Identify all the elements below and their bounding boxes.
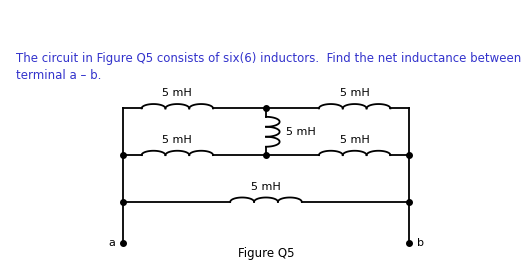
Text: 5 mH: 5 mH (340, 135, 370, 145)
Text: The circuit in Figure Q5 consists of six(6) inductors.  Find the net inductance : The circuit in Figure Q5 consists of six… (16, 52, 521, 82)
Text: a: a (109, 238, 115, 248)
Text: Figure Q5: Figure Q5 (238, 247, 294, 260)
Text: 5 mH: 5 mH (162, 88, 192, 98)
Text: 5 mH: 5 mH (340, 88, 370, 98)
Text: b: b (417, 238, 423, 248)
Text: 5 mH: 5 mH (286, 127, 316, 137)
Text: 5 mH: 5 mH (162, 135, 192, 145)
Text: 5 mH: 5 mH (251, 182, 281, 192)
